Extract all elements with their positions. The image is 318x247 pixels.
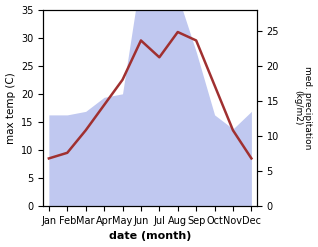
- X-axis label: date (month): date (month): [109, 231, 191, 242]
- Y-axis label: max temp (C): max temp (C): [5, 72, 16, 144]
- Y-axis label: med. precipitation
(kg/m2): med. precipitation (kg/m2): [293, 66, 313, 149]
